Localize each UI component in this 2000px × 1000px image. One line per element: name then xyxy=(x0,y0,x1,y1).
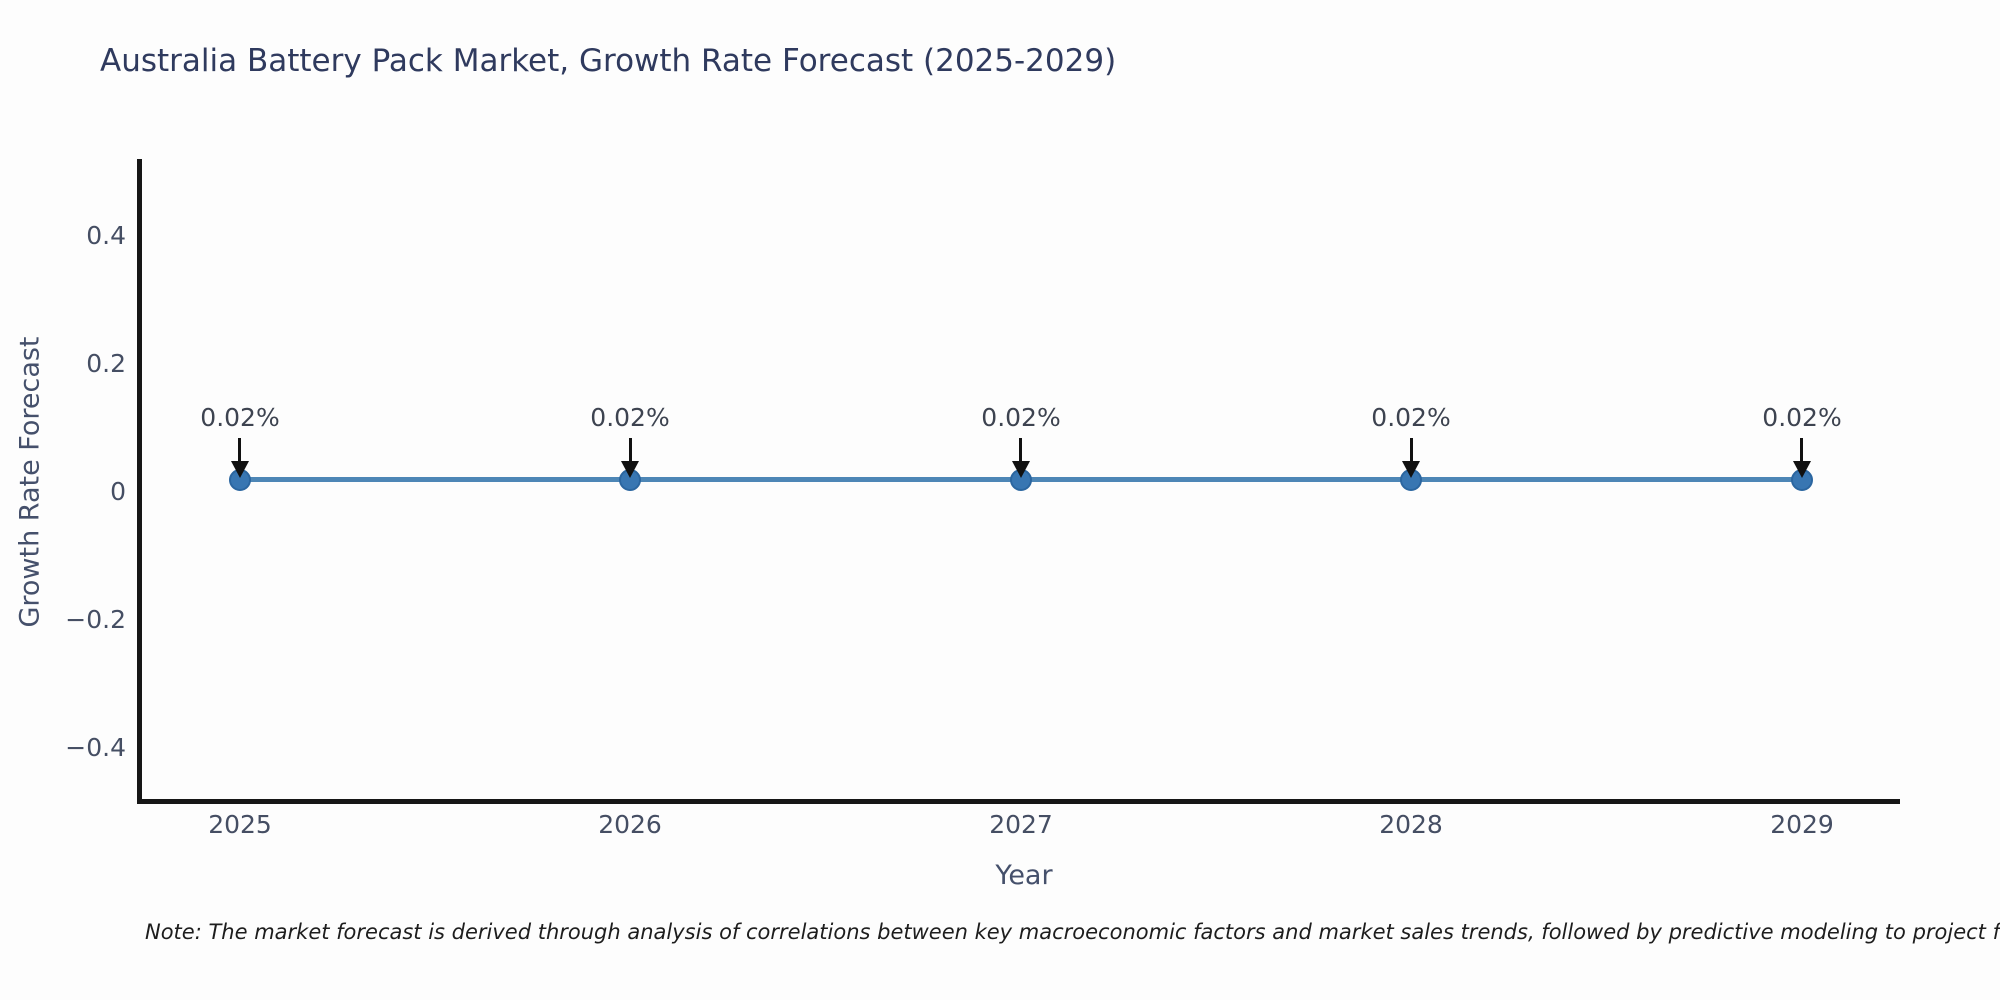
y-tick-label-0.2: 0.2 xyxy=(86,349,126,378)
annotation-label-2029: 0.02% xyxy=(1762,403,1842,432)
annotation-label-2027: 0.02% xyxy=(981,403,1061,432)
x-tick-label-2029: 2029 xyxy=(1770,810,1834,839)
x-axis-title: Year xyxy=(995,860,1053,891)
x-tick-label-2026: 2026 xyxy=(598,810,662,839)
annotation-arrow-2026 xyxy=(629,438,632,463)
annotation-label-2028: 0.02% xyxy=(1371,403,1451,432)
annotation-arrow-2027 xyxy=(1019,438,1022,463)
y-tick-label-0: 0 xyxy=(110,477,126,506)
y-tick-label-0.4: 0.4 xyxy=(86,221,126,250)
annotation-arrowhead-2025 xyxy=(231,461,249,478)
annotation-arrowhead-2027 xyxy=(1012,461,1030,478)
annotation-arrow-2029 xyxy=(1800,438,1803,463)
x-tick-label-2025: 2025 xyxy=(208,810,272,839)
annotation-arrowhead-2029 xyxy=(1793,461,1811,478)
y-tick-label-neg0.2: −0.2 xyxy=(65,605,126,634)
annotation-label-2026: 0.02% xyxy=(590,403,670,432)
footnote: Note: The market forecast is derived thr… xyxy=(145,920,2000,944)
annotation-arrow-2025 xyxy=(238,438,241,463)
x-tick-label-2028: 2028 xyxy=(1379,810,1443,839)
annotation-arrowhead-2028 xyxy=(1402,461,1420,478)
x-tick-label-2027: 2027 xyxy=(989,810,1053,839)
annotation-arrowhead-2026 xyxy=(621,461,639,478)
y-tick-label-neg0.4: −0.4 xyxy=(65,733,126,762)
y-axis-line xyxy=(137,159,142,804)
annotation-label-2025: 0.02% xyxy=(200,403,280,432)
chart-title: Australia Battery Pack Market, Growth Ra… xyxy=(100,43,1117,79)
annotation-arrow-2028 xyxy=(1410,438,1413,463)
x-axis-line xyxy=(137,799,1900,804)
